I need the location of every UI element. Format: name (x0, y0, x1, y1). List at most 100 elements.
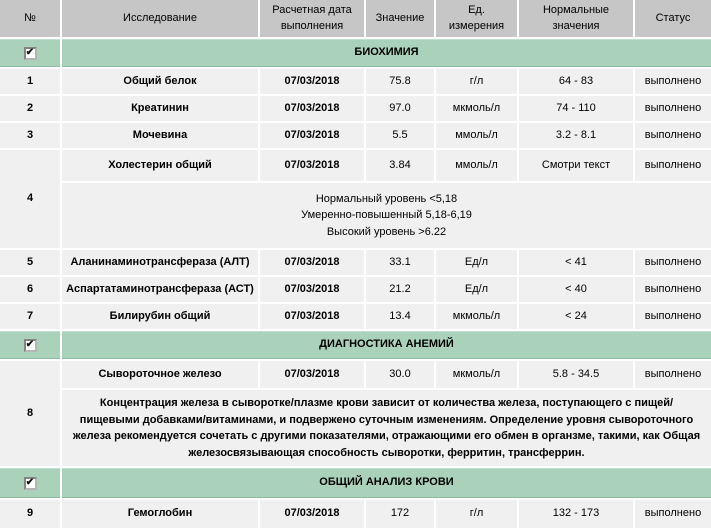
table-row: 2 Креатинин 07/03/2018 97.0 мкмоль/л 74 … (0, 96, 711, 123)
table-row: 1 Общий белок 07/03/2018 75.8 г/л 64 - 8… (0, 69, 711, 96)
test-name: Аланинаминотрансфераза (АЛТ) (62, 250, 260, 277)
test-date: 07/03/2018 (260, 96, 366, 123)
test-unit: г/л (436, 500, 519, 530)
test-date: 07/03/2018 (260, 500, 366, 530)
test-name: Холестерин общий (62, 150, 260, 183)
test-date: 07/03/2018 (260, 123, 366, 150)
table-row: 5 Аланинаминотрансфераза (АЛТ) 07/03/201… (0, 250, 711, 277)
table-row-with-note: 4 Холестерин общий 07/03/2018 3.84 ммоль… (0, 150, 711, 250)
section-row-cbc: ✔ ОБЩИЙ АНАЛИЗ КРОВИ (0, 468, 711, 500)
section-row-anemia: ✔ ДИАГНОСТИКА АНЕМИЙ (0, 331, 711, 361)
section-checkbox-cell: ✔ (0, 39, 62, 69)
test-unit: г/л (436, 69, 519, 96)
column-header-value: Значение (366, 0, 436, 39)
test-name: Гемоглобин (62, 500, 260, 530)
note-row: Концентрация железа в сыворотке/плазме к… (62, 390, 711, 468)
section-row-biochemistry: ✔ БИОХИМИЯ (0, 39, 711, 69)
test-normal-range: < 41 (519, 250, 635, 277)
test-value: 5.5 (366, 123, 436, 150)
test-normal-range: < 40 (519, 277, 635, 304)
test-number: 6 (0, 277, 62, 304)
test-date: 07/03/2018 (260, 250, 366, 277)
test-value: 30.0 (366, 361, 436, 390)
test-unit: мкмоль/л (436, 304, 519, 331)
test-name: Билирубин общий (62, 304, 260, 331)
table-row: 9 Гемоглобин 07/03/2018 172 г/л 132 - 17… (0, 500, 711, 530)
test-status: выполнено (635, 277, 711, 304)
table-header-row: № Исследование Расчетная дата выполнения… (0, 0, 711, 39)
test-status: выполнено (635, 250, 711, 277)
test-name: Креатинин (62, 96, 260, 123)
table-row: 3 Мочевина 07/03/2018 5.5 ммоль/л 3.2 - … (0, 123, 711, 150)
column-header-unit: Ед. измерения (436, 0, 519, 39)
test-value: 33.1 (366, 250, 436, 277)
test-name: Аспартатаминотрансфераза (АСТ) (62, 277, 260, 304)
test-unit: Ед/л (436, 277, 519, 304)
row-note-group: Холестерин общий 07/03/2018 3.84 ммоль/л… (62, 150, 711, 250)
test-number: 7 (0, 304, 62, 331)
section-checkbox[interactable]: ✔ (23, 338, 37, 352)
column-header-num: № (0, 0, 62, 39)
section-title: БИОХИМИЯ (62, 39, 711, 69)
test-normal-range: Смотри текст (519, 150, 635, 183)
test-normal-range: 132 - 173 (519, 500, 635, 530)
test-note: Концентрация железа в сыворотке/плазме к… (62, 390, 711, 468)
table-row: 7 Билирубин общий 07/03/2018 13.4 мкмоль… (0, 304, 711, 331)
test-name: Общий белок (62, 69, 260, 96)
test-date: 07/03/2018 (260, 361, 366, 390)
column-header-date: Расчетная дата выполнения (260, 0, 366, 39)
test-name: Сывороточное железо (62, 361, 260, 390)
test-status: выполнено (635, 150, 711, 183)
test-unit: ммоль/л (436, 150, 519, 183)
section-checkbox-cell: ✔ (0, 331, 62, 361)
table-row-with-note: 8 Сывороточное железо 07/03/2018 30.0 мк… (0, 361, 711, 468)
section-title: ОБЩИЙ АНАЛИЗ КРОВИ (62, 468, 711, 500)
test-normal-range: 5.8 - 34.5 (519, 361, 635, 390)
test-normal-range: 74 - 110 (519, 96, 635, 123)
test-status: выполнено (635, 304, 711, 331)
section-checkbox[interactable]: ✔ (23, 476, 37, 490)
test-number: 8 (0, 361, 62, 468)
test-normal-range: < 24 (519, 304, 635, 331)
test-value: 21.2 (366, 277, 436, 304)
test-value: 3.84 (366, 150, 436, 183)
test-value: 13.4 (366, 304, 436, 331)
test-unit: Ед/л (436, 250, 519, 277)
test-status: выполнено (635, 96, 711, 123)
test-unit: ммоль/л (436, 123, 519, 150)
test-date: 07/03/2018 (260, 304, 366, 331)
test-unit: мкмоль/л (436, 361, 519, 390)
column-header-study: Исследование (62, 0, 260, 39)
checkbox-check-icon: ✔ (25, 47, 35, 58)
test-number: 1 (0, 69, 62, 96)
test-number: 2 (0, 96, 62, 123)
test-number: 5 (0, 250, 62, 277)
test-number: 3 (0, 123, 62, 150)
section-title: ДИАГНОСТИКА АНЕМИЙ (62, 331, 711, 361)
test-status: выполнено (635, 361, 711, 390)
test-date: 07/03/2018 (260, 150, 366, 183)
table-row: 6 Аспартатаминотрансфераза (АСТ) 07/03/2… (0, 277, 711, 304)
column-header-normal: Нормальные значения (519, 0, 635, 39)
table-row: Сывороточное железо 07/03/2018 30.0 мкмо… (62, 361, 711, 390)
test-status: выполнено (635, 123, 711, 150)
test-value: 97.0 (366, 96, 436, 123)
section-checkbox[interactable]: ✔ (23, 46, 37, 60)
test-value: 75.8 (366, 69, 436, 96)
column-header-status: Статус (635, 0, 711, 39)
test-name: Мочевина (62, 123, 260, 150)
test-normal-range: 64 - 83 (519, 69, 635, 96)
test-number: 9 (0, 500, 62, 530)
test-unit: мкмоль/л (436, 96, 519, 123)
note-row: Нормальный уровень <5,18 Умеренно-повыше… (62, 183, 711, 250)
checkbox-check-icon: ✔ (25, 477, 35, 488)
test-status: выполнено (635, 69, 711, 96)
test-date: 07/03/2018 (260, 69, 366, 96)
test-normal-range: 3.2 - 8.1 (519, 123, 635, 150)
checkbox-check-icon: ✔ (25, 339, 35, 350)
test-number: 4 (0, 150, 62, 250)
row-note-group: Сывороточное железо 07/03/2018 30.0 мкмо… (62, 361, 711, 468)
test-date: 07/03/2018 (260, 277, 366, 304)
test-note: Нормальный уровень <5,18 Умеренно-повыше… (62, 183, 711, 250)
